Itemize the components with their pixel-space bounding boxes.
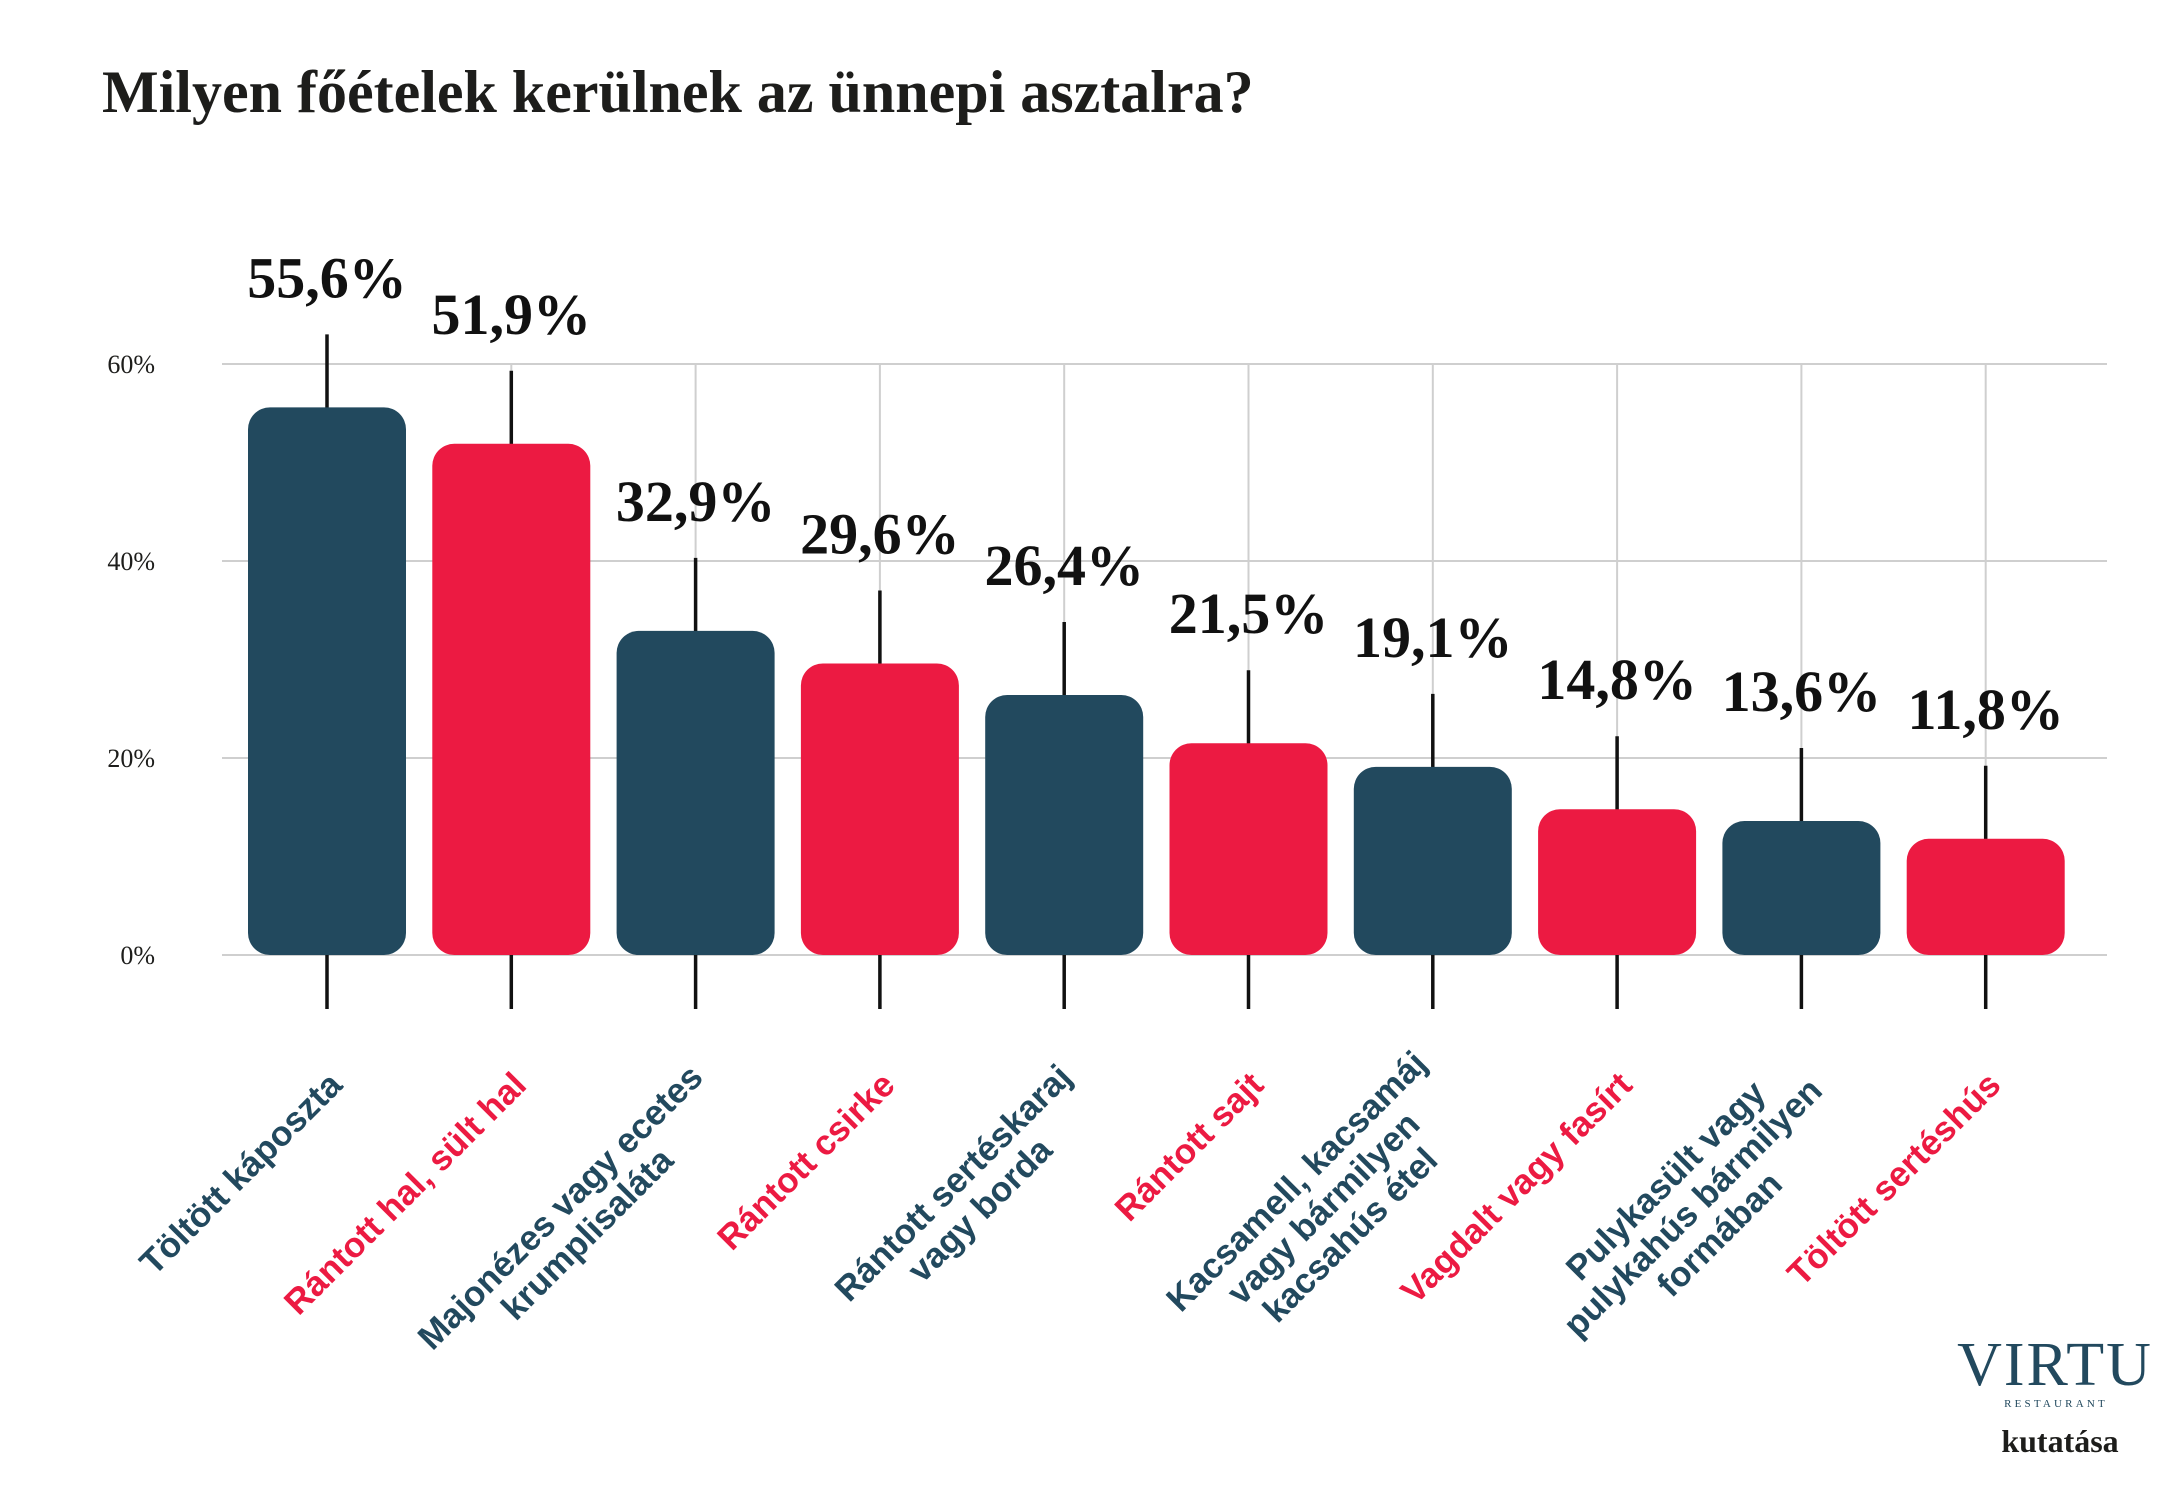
- value-labels: 55,6% 51,9% 32,9% 29,6% 26,4% 21,5% 19,1% 14,8%…: [247, 245, 2064, 741]
- y-tick-label: 60%: [107, 350, 155, 379]
- logo-caption: kutatása: [2001, 1423, 2118, 1459]
- bar: [985, 694, 1144, 955]
- bar: [616, 630, 775, 955]
- logo-brand: VIRTU: [1957, 1331, 2153, 1399]
- bar: [1169, 743, 1328, 955]
- value-label: 55,6%: [247, 245, 407, 310]
- bar: [1353, 766, 1512, 955]
- value-label: 51,9%: [432, 282, 592, 347]
- value-label: 14,8%: [1537, 647, 1697, 712]
- x-tick-label-line: Töltött káposzta: [132, 1065, 350, 1283]
- x-tick-label: Rántott csirke: [710, 1065, 903, 1258]
- bars: [248, 407, 2065, 956]
- value-label: 26,4%: [984, 533, 1144, 598]
- value-label: 13,6%: [1722, 659, 1882, 724]
- value-label: 21,5%: [1169, 581, 1329, 646]
- bar: [248, 407, 406, 956]
- bar: [432, 443, 591, 955]
- y-tick-label: 20%: [107, 744, 155, 773]
- x-tick-label: Töltött káposzta: [132, 1065, 350, 1283]
- value-label: 32,9%: [616, 469, 776, 534]
- bar: [800, 663, 959, 955]
- value-label: 11,8%: [1908, 677, 2064, 742]
- value-label: 29,6%: [800, 501, 960, 566]
- x-tick-label-line: Rántott csirke: [710, 1065, 903, 1258]
- logo-sub: RESTAURANT: [2004, 1398, 2108, 1410]
- x-tick-label-line: Majonézes vagy ecetes: [411, 1057, 711, 1357]
- bar: [1906, 838, 2065, 955]
- chart-title: Milyen főételek kerülnek az ünnepi aszta…: [102, 59, 1254, 125]
- y-axis-ticks: 0% 20% 40% 60%: [107, 350, 155, 970]
- bar: [1538, 809, 1697, 955]
- virtu-logo: VIRTU RESTAURANT kutatása: [1957, 1331, 2153, 1459]
- y-tick-label: 40%: [107, 547, 155, 576]
- bar: [1722, 821, 1881, 955]
- value-label: 19,1%: [1353, 605, 1513, 670]
- y-tick-label: 0%: [120, 941, 155, 970]
